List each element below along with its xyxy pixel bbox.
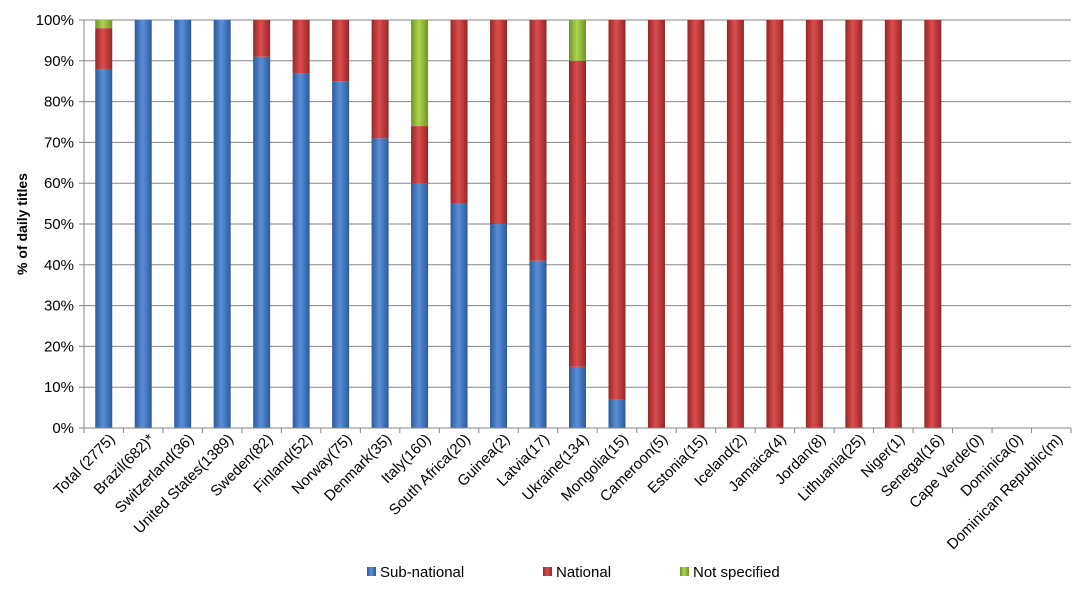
y-tick-label: 80%	[44, 94, 74, 111]
bar-segment	[332, 81, 350, 428]
legend-label: Not specified	[693, 564, 780, 581]
bar-segment	[95, 28, 113, 69]
bar-segment	[845, 20, 863, 428]
y-tick-label: 20%	[44, 338, 74, 355]
bar-segment	[569, 60, 586, 367]
bar-segment	[95, 20, 113, 29]
bar-segment	[529, 20, 547, 261]
y-tick-label: 60%	[44, 175, 74, 192]
bar-segment	[687, 20, 705, 428]
bar-segment	[766, 20, 784, 428]
bar-segment	[726, 20, 744, 428]
bar-segment	[371, 138, 389, 428]
bar-segment	[371, 20, 389, 139]
bar-segment	[411, 183, 429, 428]
bar-segment	[608, 20, 626, 400]
bar-segment	[292, 73, 310, 428]
bar-segment	[253, 20, 271, 57]
y-tick-label: 30%	[44, 298, 74, 315]
legend-swatch	[680, 567, 689, 576]
y-tick-label: 90%	[44, 53, 74, 70]
y-tick-label: 50%	[44, 216, 74, 233]
legend-swatch	[367, 567, 376, 576]
y-tick-label: 10%	[44, 379, 74, 396]
y-tick-label: 70%	[44, 134, 74, 151]
bar-segment	[569, 366, 586, 428]
bar-segment	[450, 20, 468, 204]
bar-segment	[647, 20, 665, 428]
y-tick-label: 0%	[52, 420, 74, 437]
bar-segment	[569, 20, 586, 61]
bar-segment	[490, 224, 508, 428]
bar-segment	[134, 20, 152, 428]
bar-segment	[174, 20, 192, 428]
bar-segment	[253, 56, 271, 428]
bar-segment	[411, 126, 429, 184]
bar-segment	[884, 20, 902, 428]
bar-segment	[411, 20, 429, 127]
y-tick-label: 100%	[36, 12, 74, 29]
x-axis: Total (2775)Brazil(682)*Switzerland(36)U…	[51, 427, 1072, 553]
legend-swatch	[543, 567, 552, 576]
bar-segment	[490, 20, 508, 224]
bar-segment	[95, 68, 113, 429]
legend-label: Sub-national	[380, 564, 464, 581]
legend: Sub-national National Not specified	[367, 564, 780, 581]
bar-segment	[450, 203, 468, 428]
bar-segment	[332, 20, 350, 82]
bar-segment	[213, 20, 231, 428]
y-axis: 0% 10% 20% 30% 40% 50% 60% 70% 80% 90% 100%	[36, 12, 85, 437]
bar-segment	[805, 20, 823, 428]
bar-segment	[529, 260, 547, 428]
y-axis-label: % of daily titles	[14, 173, 30, 275]
bar-segment	[292, 20, 310, 74]
bar-segment	[924, 20, 942, 428]
bars	[95, 20, 942, 429]
legend-label: National	[556, 564, 611, 581]
y-tick-label: 40%	[44, 257, 74, 274]
bar-segment	[608, 399, 626, 428]
